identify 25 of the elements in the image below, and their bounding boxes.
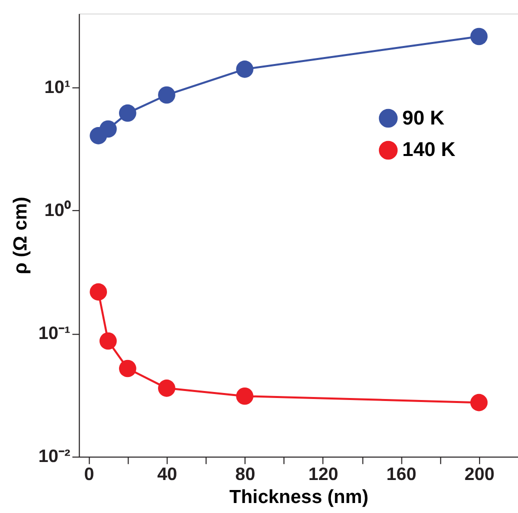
legend-label: 90 K bbox=[402, 107, 445, 130]
y-axis-title: ρ (Ω cm) bbox=[10, 196, 32, 274]
point bbox=[236, 388, 254, 405]
point bbox=[470, 394, 488, 412]
y-tick-label: 10⁻¹ bbox=[38, 323, 70, 344]
x-tick-label: 80 bbox=[235, 464, 256, 484]
x-tick-label: 0 bbox=[84, 464, 94, 484]
point bbox=[470, 28, 488, 46]
y-tick-label: 10⁰ bbox=[44, 200, 72, 220]
point bbox=[99, 332, 117, 350]
point bbox=[119, 360, 136, 378]
point bbox=[99, 120, 117, 138]
x-axis-title: Thickness (nm) bbox=[229, 487, 368, 508]
y-tick-label: 10¹ bbox=[44, 77, 70, 98]
point bbox=[119, 104, 136, 122]
point bbox=[158, 86, 176, 104]
point bbox=[90, 283, 108, 301]
x-tick-label: 40 bbox=[157, 464, 178, 484]
x-tick-label: 160 bbox=[386, 464, 416, 484]
x-tick-label: 120 bbox=[308, 464, 338, 484]
y-tick-label: 10⁻² bbox=[38, 446, 70, 466]
point bbox=[158, 380, 176, 397]
x-tick-label: 200 bbox=[464, 464, 494, 484]
point bbox=[236, 60, 254, 78]
legend-label: 140 K bbox=[402, 139, 456, 162]
